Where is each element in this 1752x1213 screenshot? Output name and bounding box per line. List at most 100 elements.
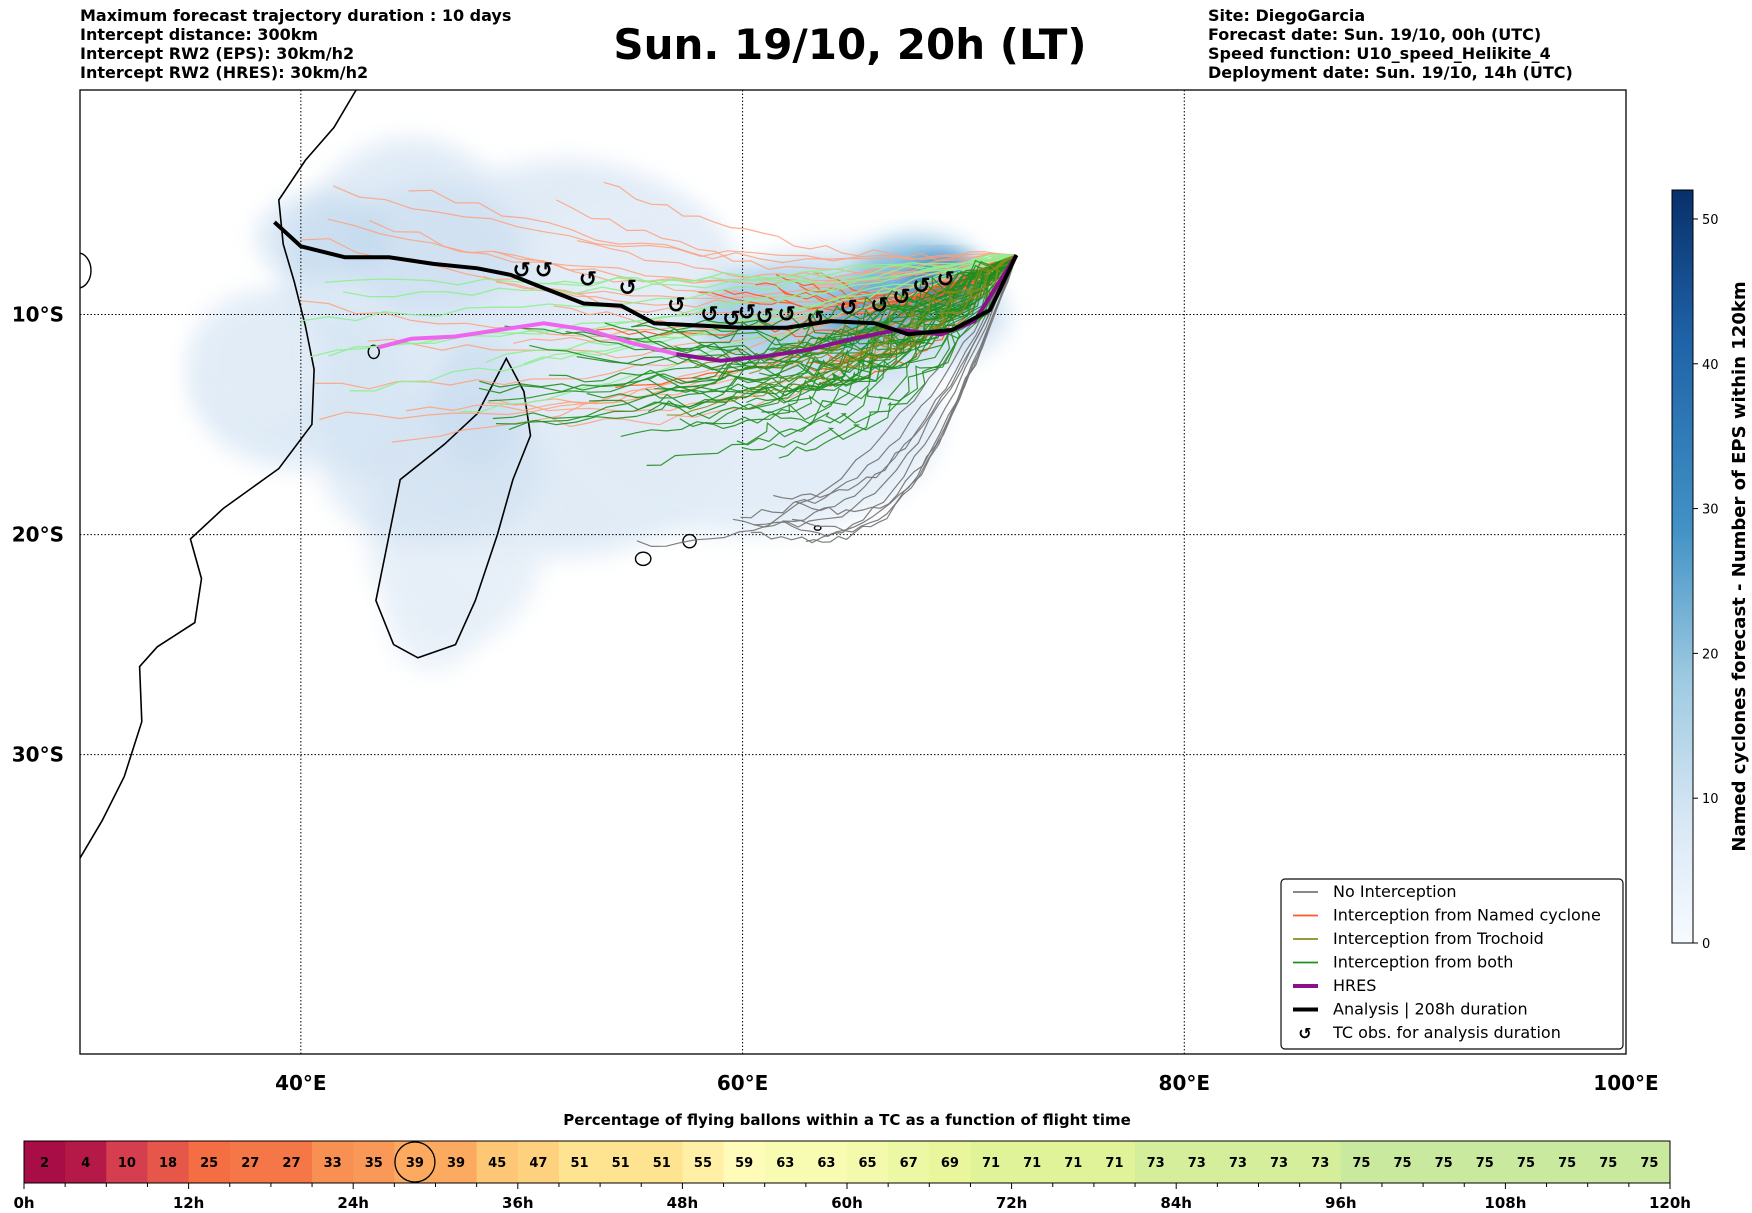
ensemble-trajectory [309, 254, 1017, 358]
ensemble-trajectory [824, 254, 1017, 371]
trajectories [300, 181, 1018, 548]
strip-cell [24, 1141, 66, 1183]
strip-cell [847, 1141, 889, 1183]
ensemble-trajectory [646, 254, 1017, 466]
island-outline [634, 551, 652, 567]
coastline [80, 90, 357, 859]
strip-cell-value: 75 [1393, 1156, 1411, 1171]
ensemble-trajectory [548, 254, 1017, 383]
page-title: Sun. 19/10, 20h (LT) [613, 20, 1087, 69]
strip-cell [723, 1141, 766, 1183]
ensemble-trajectory [748, 254, 1017, 375]
strip-cell [65, 1141, 107, 1183]
ensemble-trajectory [620, 254, 1017, 437]
strip-cell-value: 75 [1517, 1156, 1535, 1171]
header-right-line: Deployment date: Sun. 19/10, 14h (UTC) [1208, 63, 1573, 82]
strip-cell-value: 10 [118, 1156, 136, 1171]
strip-cell [1176, 1141, 1218, 1183]
strip-cell [682, 1141, 725, 1183]
strip-cell-value: 55 [694, 1156, 712, 1171]
ensemble-trajectory [349, 254, 1017, 392]
strip-cell-value: 73 [1147, 1156, 1165, 1171]
ensemble-trajectory [782, 254, 1017, 538]
coastlines [80, 90, 822, 859]
strip-cell-value: 39 [406, 1156, 424, 1171]
ensemble-trajectory [679, 254, 1017, 428]
legend-symbol: ↺ [1298, 1024, 1311, 1043]
strip-time-label: 108h [1484, 1194, 1526, 1212]
strip-cell-value: 63 [776, 1156, 794, 1171]
strip-cell [929, 1141, 971, 1183]
ensemble-trajectory [546, 254, 1017, 286]
strip-time-label: 0h [13, 1194, 34, 1212]
strip-cell [764, 1141, 807, 1183]
island-outline [80, 252, 92, 289]
strip-cell [888, 1141, 930, 1183]
strip-cell [1423, 1141, 1465, 1183]
y-tick-label: 20°S [12, 523, 64, 547]
header-right-line: Site: DiegoGarcia [1208, 6, 1366, 25]
strip-cell [1258, 1141, 1301, 1183]
tc-obs-symbol: ↺ [700, 302, 718, 327]
strip-cell-value: 75 [1599, 1156, 1617, 1171]
strip-cell-value: 51 [612, 1156, 630, 1171]
strip-time-label: 96h [1325, 1194, 1357, 1212]
strip-cell-value: 35 [365, 1156, 383, 1171]
legend: No Interception Interception from Named c… [1280, 878, 1624, 1050]
ensemble-trajectory [555, 199, 1017, 275]
density-blob [190, 292, 323, 425]
tracks: ↺ ↺ ↺ ↺↺ ↺ ↺↺ ↺ ↺ ↺ ↺ ↺ ↺ ↺ ↺ [273, 220, 1019, 363]
strip-time-label: 84h [1160, 1194, 1192, 1212]
tc-obs-symbol: ↺ [738, 300, 756, 325]
strip-cell [517, 1141, 560, 1183]
x-tick-label: 40°E [275, 1071, 327, 1095]
colorbar-tick-label: 20 [1702, 647, 1719, 662]
strip-cell-value: 27 [241, 1156, 259, 1171]
strip-cell [1093, 1141, 1136, 1183]
header-right-line: Speed function: U10_speed_Helikite_4 [1208, 44, 1551, 63]
colorbar-label: Named cyclones forecast - Number of EPS … [1729, 281, 1750, 851]
tc-obs-symbol: ↺ [619, 276, 637, 301]
strip-cell [641, 1141, 683, 1183]
map-gridlines [80, 90, 1626, 1054]
strip-time-label: 120h [1649, 1194, 1691, 1212]
strip-cell [435, 1141, 478, 1183]
strip-cell-value: 75 [1476, 1156, 1494, 1171]
strip-time-label: 60h [831, 1194, 863, 1212]
tc-obs-symbol: ↺ [912, 274, 930, 299]
island-outline [367, 344, 380, 360]
colorbar-tick-label: 10 [1702, 792, 1719, 807]
strip-cell [476, 1141, 519, 1183]
tc-obs-symbol: ↺ [722, 307, 740, 332]
strip-cell-value: 67 [900, 1156, 918, 1171]
strip-time-label: 12h [173, 1194, 205, 1212]
ensemble-trajectory [565, 254, 1017, 363]
map-frame [79, 89, 1627, 1055]
strip-time-label: 72h [996, 1194, 1028, 1212]
strip-cell-value: 71 [982, 1156, 1000, 1171]
strip-cell [1546, 1141, 1589, 1183]
strip-time-label: 24h [337, 1194, 369, 1212]
legend-entry: HRES [1333, 976, 1376, 995]
strip-cell [1217, 1141, 1259, 1183]
ensemble-trajectory [740, 254, 1017, 519]
density-blob [543, 193, 721, 304]
ensemble-trajectory [750, 254, 1017, 544]
map-axis-labels: 40°E 60°E 80°E 100°E 10°S 20°S 30°S [12, 302, 1659, 1095]
ensemble-trajectory [759, 254, 1017, 386]
strip-cell-value: 47 [529, 1156, 547, 1171]
percentage-strip: Percentage of flying ballons within a TC… [13, 1111, 1691, 1212]
strip-time-label: 36h [502, 1194, 534, 1212]
x-tick-label: 60°E [717, 1071, 769, 1095]
coastline [375, 356, 532, 659]
strip-highlight-circle [394, 1141, 436, 1183]
strip-cell-value: 71 [1105, 1156, 1123, 1171]
strip-cell-value: 71 [1023, 1156, 1041, 1171]
ensemble-trajectory [300, 254, 1017, 322]
density-blob [389, 574, 478, 672]
density-blob [433, 336, 522, 469]
strip-cell [558, 1141, 601, 1183]
y-tick-label: 10°S [12, 302, 64, 326]
strip-cell-value: 59 [735, 1156, 753, 1171]
